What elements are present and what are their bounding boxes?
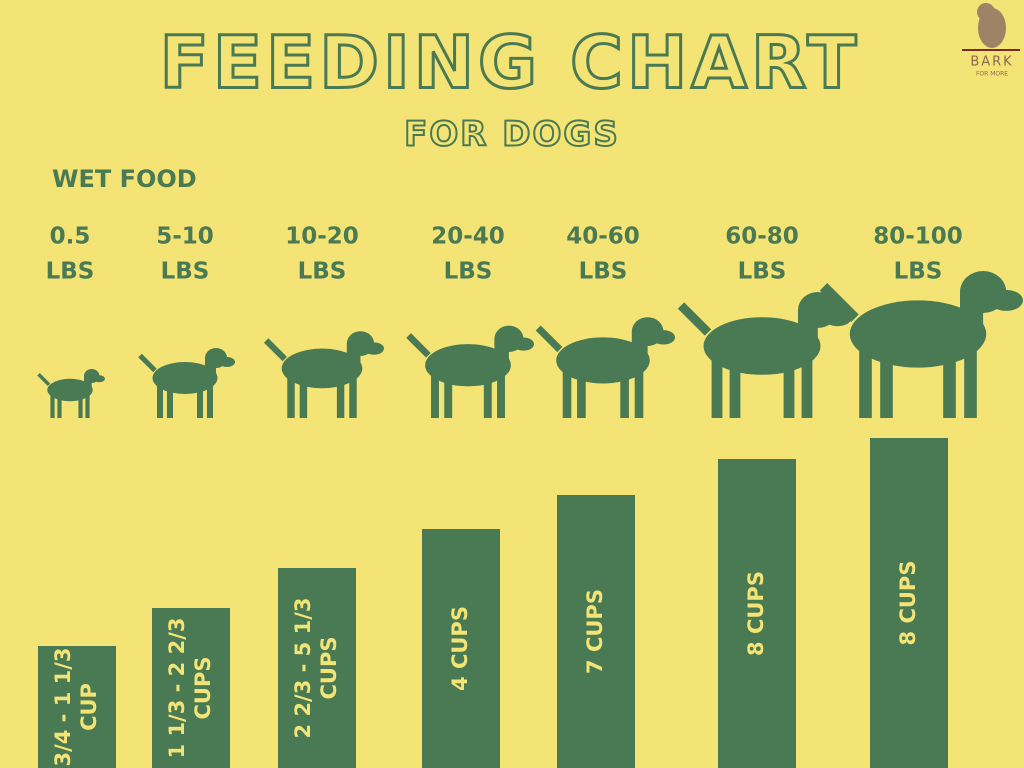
weight-label: 0.5 (50, 224, 91, 250)
weight-label: LBS (161, 259, 210, 285)
weight-label: 60-80 (725, 224, 799, 250)
amount-label: 4 CUPS (448, 606, 472, 691)
weight-label: LBS (738, 259, 787, 285)
dog-neck (205, 358, 216, 378)
amount-label: 3/4 - 1 1/3 (51, 647, 75, 766)
dog-neck (84, 376, 92, 390)
dog-leg (444, 371, 453, 418)
bar (152, 608, 230, 768)
weight-label: 80-100 (873, 224, 963, 250)
dog-neck (346, 343, 361, 369)
amount-label: CUPS (317, 637, 341, 700)
dog-tail (406, 333, 431, 358)
logo-name: BARK (970, 55, 1013, 70)
dog-leg (157, 383, 163, 418)
dog-leg (859, 344, 872, 418)
amount-label: CUP (77, 683, 101, 731)
dog-silhouette (535, 317, 675, 418)
dog-leg (78, 393, 83, 418)
bar (422, 529, 500, 768)
weight-label: 5-10 (156, 224, 214, 250)
dog-leg (483, 371, 492, 418)
dog-silhouette (819, 271, 1023, 418)
dog-neck (494, 338, 509, 366)
logo-tagline: FOR MORE (976, 71, 1008, 78)
dog-tail (264, 338, 287, 362)
dog-tail (535, 325, 563, 353)
dog-leg (634, 367, 644, 418)
bar (870, 438, 948, 768)
weight-label: LBS (46, 259, 95, 285)
dog-leg (801, 355, 813, 418)
bar (38, 646, 116, 768)
dog-tail (37, 373, 51, 386)
dog-silhouette (138, 348, 235, 418)
dog-snout (364, 342, 384, 355)
dog-leg (562, 367, 572, 418)
logo-dog-head (977, 3, 995, 21)
bar (718, 459, 796, 768)
dog-leg (729, 355, 741, 418)
amount-label: 7 CUPS (583, 589, 607, 674)
dog-snout (93, 375, 105, 383)
dog-snout (989, 289, 1023, 311)
dog-neck (960, 292, 984, 334)
dog-leg (711, 355, 723, 418)
dog-leg (943, 344, 956, 418)
weight-label: LBS (444, 259, 493, 285)
logo: BARK FOR MORE (962, 3, 1020, 78)
amount-label: 2 2/3 - 5 1/3 (291, 598, 315, 739)
dog-leg (336, 374, 345, 418)
section-label: WET FOOD (52, 165, 197, 193)
dog-tail (819, 283, 859, 322)
dog-tail (677, 302, 712, 336)
dog-leg (57, 393, 62, 418)
dog-leg (287, 374, 295, 418)
dog-leg (620, 367, 629, 418)
dog-leg (577, 367, 586, 418)
dog-leg (783, 355, 795, 418)
dog-tail (138, 353, 157, 373)
dog-silhouette (37, 369, 105, 418)
dog-leg (431, 371, 439, 418)
dog-leg (497, 371, 505, 418)
weight-label: LBS (298, 259, 347, 285)
dog-snout (651, 330, 675, 345)
dog-snout (512, 337, 534, 351)
weight-label: 40-60 (566, 224, 640, 250)
amount-label: 1 1/3 - 2 2/3 (165, 618, 189, 759)
dog-leg (964, 344, 977, 418)
bar (278, 568, 356, 768)
title: FEEDING CHART (160, 21, 861, 105)
dog-leg (167, 383, 173, 418)
dog-leg (299, 374, 308, 418)
weight-label: LBS (894, 259, 943, 285)
dog-neck (631, 331, 648, 361)
weight-label: LBS (579, 259, 628, 285)
dog-leg (50, 393, 55, 418)
weight-label: 10-20 (285, 224, 359, 250)
subtitle: FOR DOGS (404, 115, 620, 155)
dog-silhouette (264, 331, 384, 418)
amount-label: 8 CUPS (896, 561, 920, 646)
dog-neck (798, 310, 818, 346)
weight-label: 20-40 (431, 224, 505, 250)
dog-leg (880, 344, 893, 418)
dog-silhouette (406, 325, 534, 418)
dog-leg (197, 383, 203, 418)
amount-label: CUPS (191, 657, 215, 720)
dog-leg (85, 393, 90, 418)
dog-leg (207, 383, 213, 418)
dog-snout (219, 357, 235, 367)
bar (557, 495, 635, 768)
dog-leg (349, 374, 357, 418)
amount-label: 8 CUPS (744, 571, 768, 656)
